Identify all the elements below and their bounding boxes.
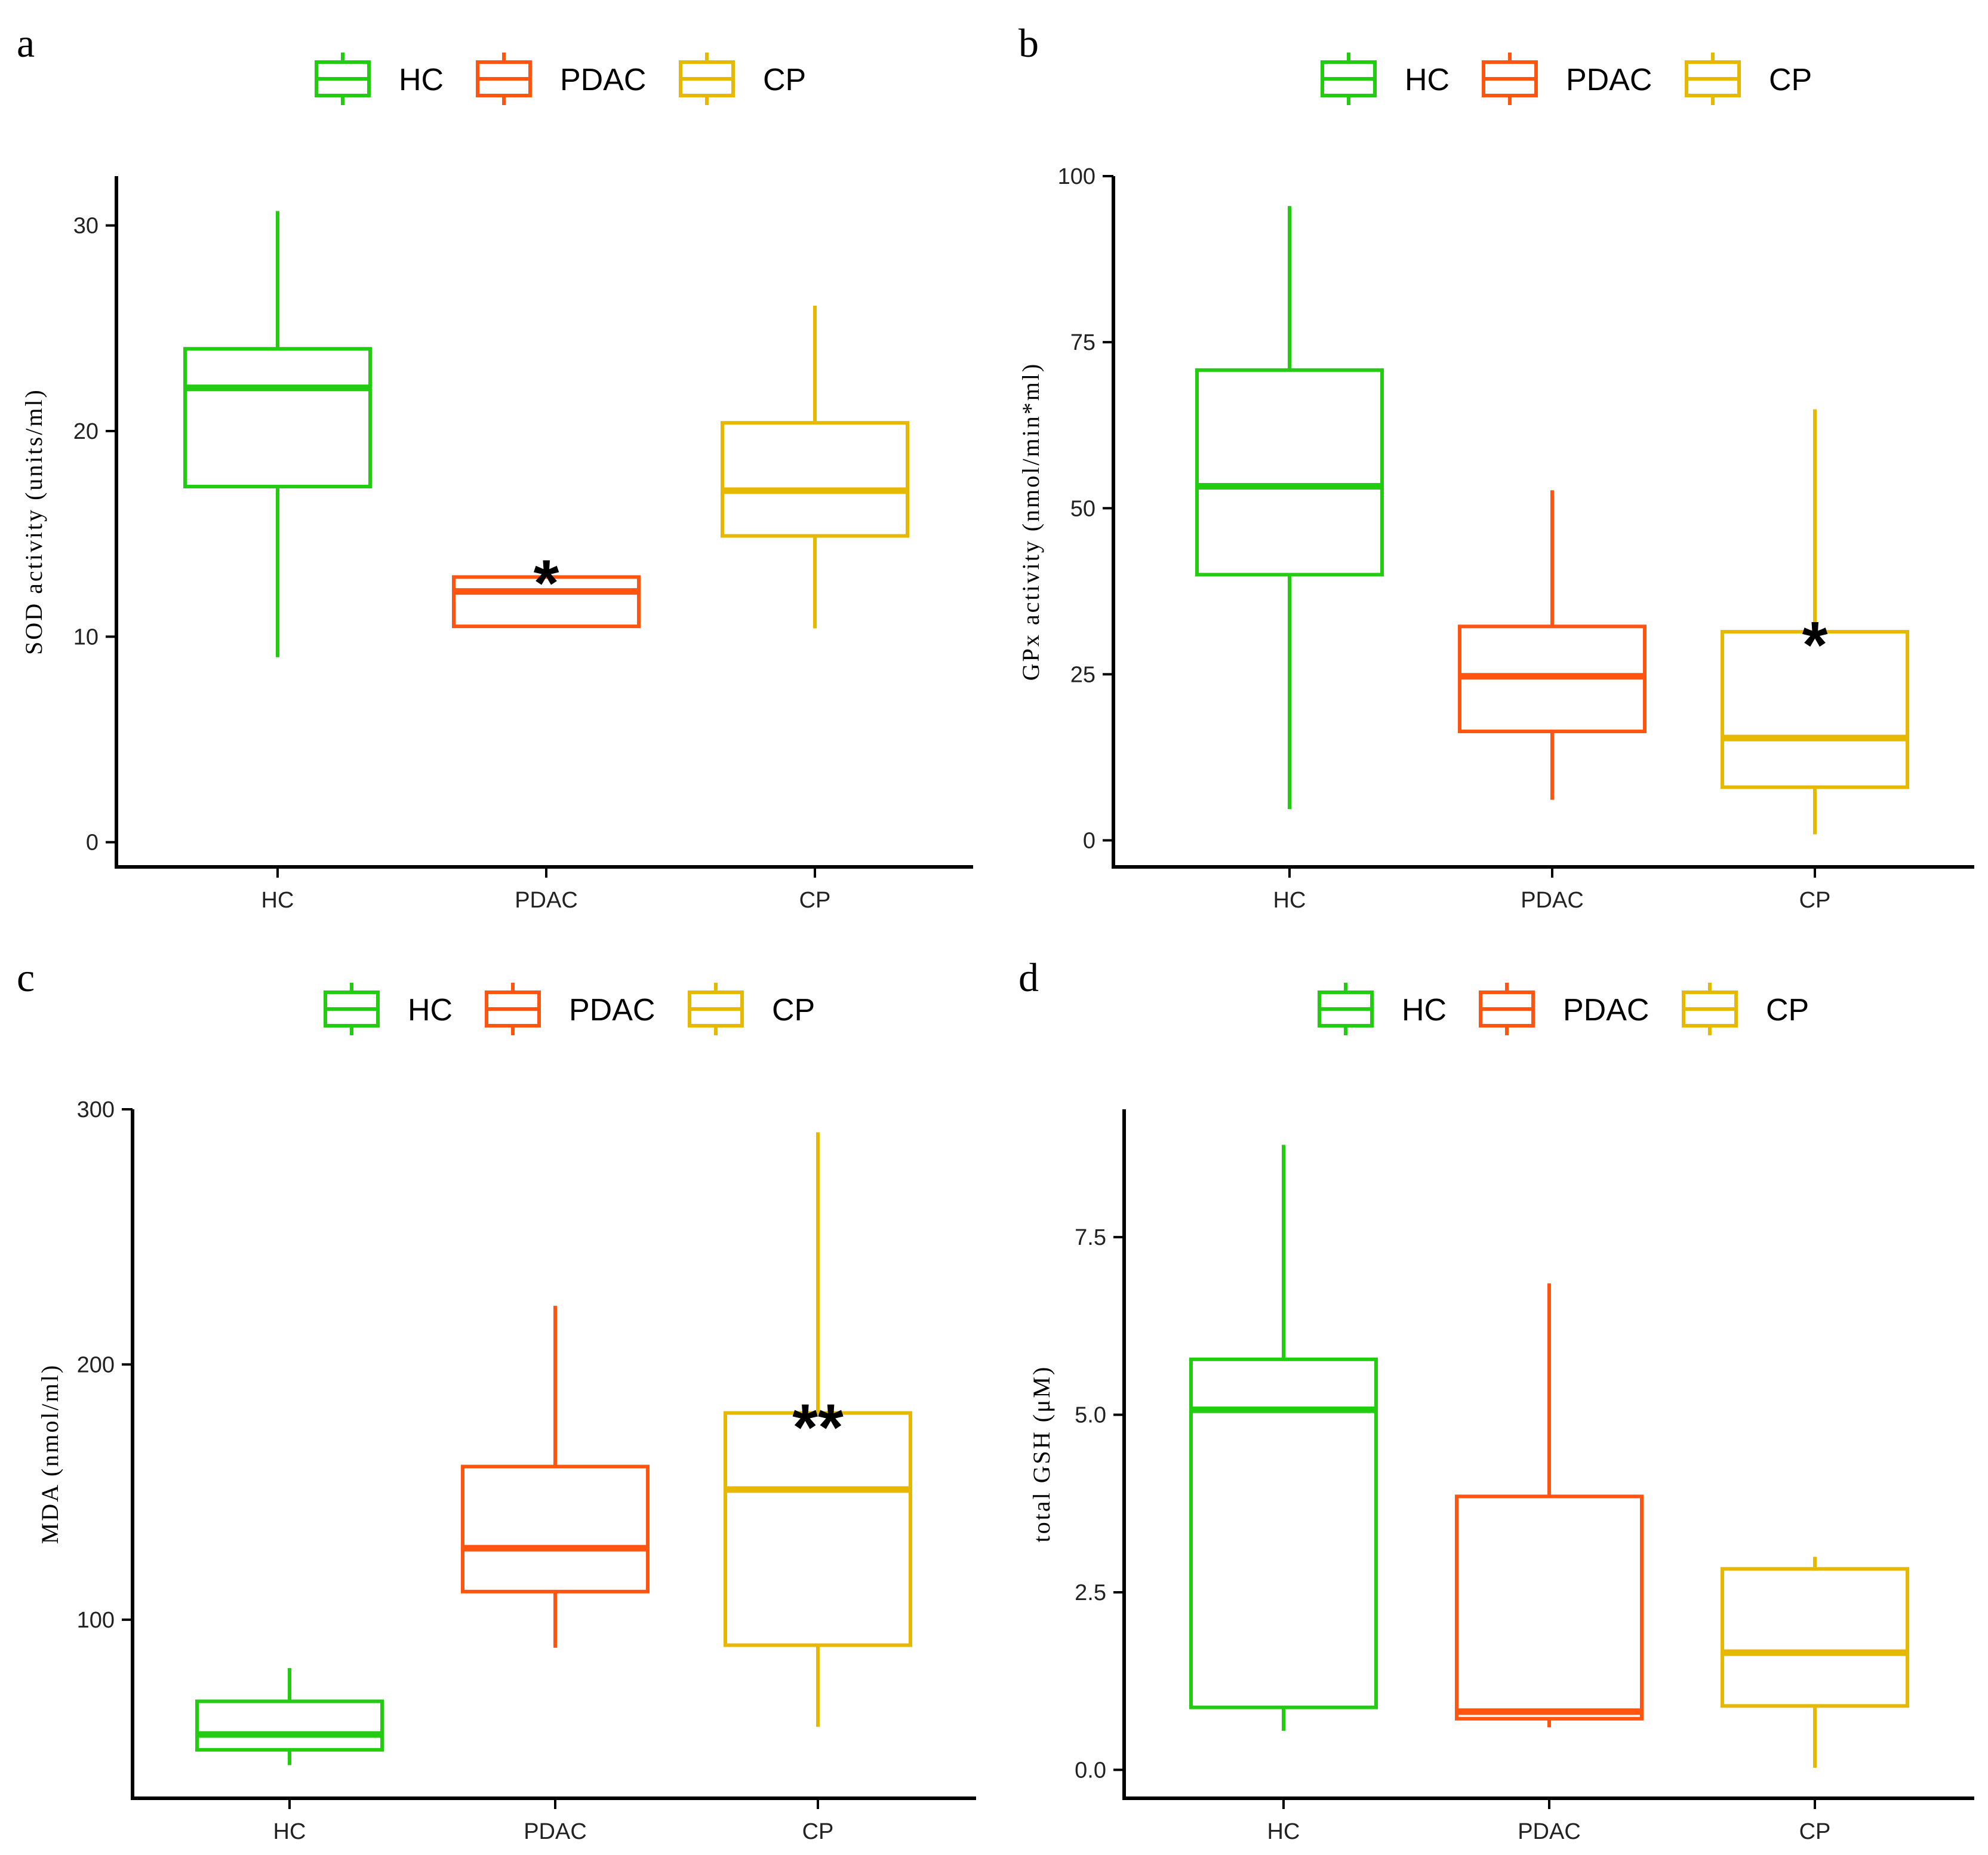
legend-item-cp: CP <box>688 983 815 1035</box>
box-iqr <box>452 575 641 629</box>
y-tick-label: 0 <box>1083 829 1095 854</box>
x-tick-label: HC <box>261 888 294 913</box>
legend: HC PDAC CP <box>324 983 815 1035</box>
panel-letter: d <box>1018 955 1039 1000</box>
box-cp <box>721 305 909 629</box>
box-iqr <box>1189 1357 1378 1709</box>
y-tick-label: 300 <box>77 1097 115 1122</box>
x-tick-label: CP <box>802 1819 834 1844</box>
legend-label-cp: CP <box>1769 63 1812 97</box>
box-hc <box>183 211 372 657</box>
legend-label-cp: CP <box>772 993 815 1028</box>
legend-label-pdac: PDAC <box>1563 993 1649 1028</box>
y-axis-title: SOD activity (units/ml) <box>20 388 47 655</box>
legend-item-hc: HC <box>324 983 453 1035</box>
box-iqr <box>1455 1494 1644 1721</box>
y-tick-label: 50 <box>1070 496 1095 521</box>
y-tick-label: 25 <box>1070 662 1095 687</box>
box-pdac <box>452 575 641 629</box>
panel-letter: b <box>1018 20 1039 66</box>
x-tick-label: CP <box>799 888 831 913</box>
significance-marker: * <box>534 547 559 620</box>
significance-marker: ** <box>792 1391 844 1465</box>
panel-b: b HC PDAC CP 0 25 50 75 100 GPx activity (nmol/mi… <box>1017 20 1974 913</box>
legend-label-cp: CP <box>763 63 806 97</box>
legend-label-pdac: PDAC <box>560 63 646 97</box>
x-tick-label: PDAC <box>1518 1819 1581 1844</box>
x-tick-label: HC <box>273 1819 306 1844</box>
legend: HC PDAC CP <box>1318 983 1809 1035</box>
panel-c: c HC PDAC CP 100 200 300 MDA (nmol/ml) HC PDAC CP *… <box>17 955 976 1844</box>
legend-item-cp: CP <box>1685 53 1812 105</box>
legend-item-cp: CP <box>1682 983 1809 1035</box>
y-tick-label: 75 <box>1070 330 1095 355</box>
legend-item-cp: CP <box>679 53 806 105</box>
legend: HC PDAC CP <box>315 53 806 105</box>
box-iqr <box>461 1465 650 1593</box>
box-iqr <box>721 421 909 538</box>
box-cp <box>1721 1556 1909 1768</box>
x-tick-label: PDAC <box>524 1819 587 1844</box>
legend-item-pdac: PDAC <box>1482 53 1652 105</box>
legend-item-hc: HC <box>1318 983 1447 1035</box>
box-iqr <box>724 1411 912 1647</box>
box-hc <box>1195 206 1384 810</box>
x-tick-label: PDAC <box>515 888 578 913</box>
box-iqr <box>1721 1567 1909 1708</box>
legend-label-hc: HC <box>408 993 453 1028</box>
x-tick-label: PDAC <box>1521 888 1584 913</box>
panel-a: a HC PDAC CP 0 10 20 30 SOD activity (units/ml) H… <box>17 20 973 913</box>
y-axis-title: GPx activity (nmol/min*ml) <box>1017 362 1044 681</box>
panel-letter: a <box>17 20 35 66</box>
legend-item-pdac: PDAC <box>485 983 655 1035</box>
y-tick-label: 7.5 <box>1075 1225 1106 1250</box>
legend-label-cp: CP <box>1766 993 1809 1028</box>
legend-item-hc: HC <box>1321 53 1450 105</box>
box-iqr <box>183 347 372 488</box>
box-iqr <box>1721 630 1909 789</box>
significance-marker: * <box>1802 608 1828 682</box>
x-tick-label: CP <box>1799 888 1831 913</box>
panel-letter: c <box>17 955 35 1000</box>
box-pdac <box>1458 490 1647 800</box>
x-tick-label: CP <box>1799 1819 1831 1844</box>
y-tick-label: 5.0 <box>1075 1403 1106 1428</box>
legend-item-hc: HC <box>315 53 444 105</box>
y-axis-title: total GSH (μM) <box>1028 1365 1055 1543</box>
box-hc <box>195 1668 384 1765</box>
x-tick-label: HC <box>1273 888 1306 913</box>
legend-label-pdac: PDAC <box>1566 63 1652 97</box>
y-axis-title: MDA (nmol/ml) <box>36 1364 63 1544</box>
legend-item-pdac: PDAC <box>476 53 646 105</box>
legend-label-hc: HC <box>399 63 444 97</box>
y-tick-label: 2.5 <box>1075 1580 1106 1605</box>
legend-label-hc: HC <box>1402 993 1447 1028</box>
y-tick-label: 30 <box>73 214 99 239</box>
y-tick-label: 100 <box>1058 164 1095 189</box>
box-iqr <box>195 1699 384 1752</box>
box-pdac <box>1455 1283 1644 1728</box>
y-tick-label: 10 <box>73 625 99 650</box>
box-hc <box>1189 1145 1378 1731</box>
legend-item-pdac: PDAC <box>1479 983 1649 1035</box>
panel-d: d HC PDAC CP 0.0 2.5 5.0 7.5 total GSH (μM) HC PDA… <box>1018 955 1974 1844</box>
x-tick-label: HC <box>1267 1819 1300 1844</box>
legend-label-pdac: PDAC <box>569 993 655 1028</box>
box-cp <box>724 1132 912 1727</box>
panels: a HC PDAC CP 0 10 20 30 SOD activity (units/ml) H… <box>17 20 1974 1844</box>
y-tick-label: 100 <box>77 1608 115 1633</box>
y-tick-label: 0.0 <box>1075 1758 1106 1783</box>
y-tick-label: 20 <box>73 419 99 444</box>
y-tick-label: 200 <box>77 1352 115 1377</box>
legend-label-hc: HC <box>1405 63 1450 97</box>
y-tick-label: 0 <box>86 830 99 856</box>
legend: HC PDAC CP <box>1321 53 1812 105</box>
box-cp <box>1721 409 1909 835</box>
box-iqr <box>1195 368 1384 577</box>
box-pdac <box>461 1306 650 1648</box>
